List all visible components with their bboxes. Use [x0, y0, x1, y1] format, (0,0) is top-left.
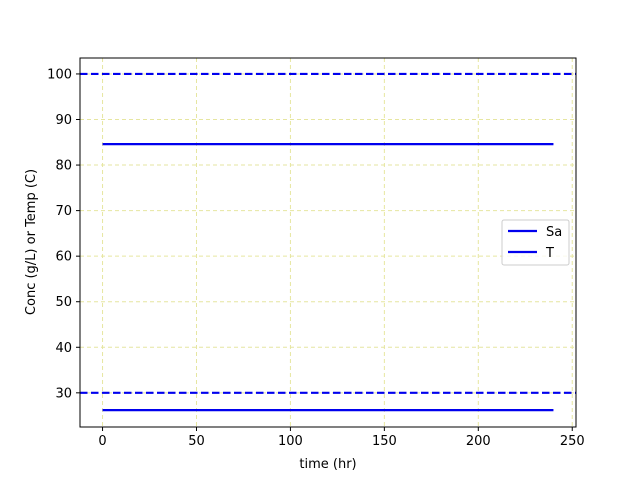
legend: Sa T: [501, 219, 570, 266]
x-axis-label: time (hr): [299, 457, 356, 472]
legend-label-sa: Sa: [546, 225, 562, 240]
y-tick-label: 80: [55, 159, 72, 174]
y-tick-label: 50: [55, 295, 72, 310]
y-tick-label: 40: [55, 341, 72, 356]
x-axis-ticks: 0 50 100 150 200 250: [98, 427, 585, 449]
y-tick-label: 30: [55, 386, 72, 401]
x-tick-label: 200: [466, 434, 491, 449]
x-tick-label: 250: [560, 434, 585, 449]
y-tick-label: 100: [47, 67, 72, 82]
y-tick-label: 60: [55, 250, 72, 265]
y-axis-ticks: 30 40 50 60 70 80 90 100: [47, 67, 80, 401]
y-axis-label: Conc (g/L) or Temp (C): [24, 169, 39, 315]
x-tick-label: 0: [98, 434, 106, 449]
x-tick-label: 100: [278, 434, 303, 449]
y-tick-label: 90: [55, 113, 72, 128]
legend-label-t: T: [545, 246, 554, 261]
x-tick-label: 50: [188, 434, 205, 449]
reference-lines: [80, 72, 576, 394]
y-tick-label: 70: [55, 204, 72, 219]
x-tick-label: 150: [372, 434, 397, 449]
plot-frame: [79, 57, 577, 428]
series-lines: [102, 143, 554, 412]
